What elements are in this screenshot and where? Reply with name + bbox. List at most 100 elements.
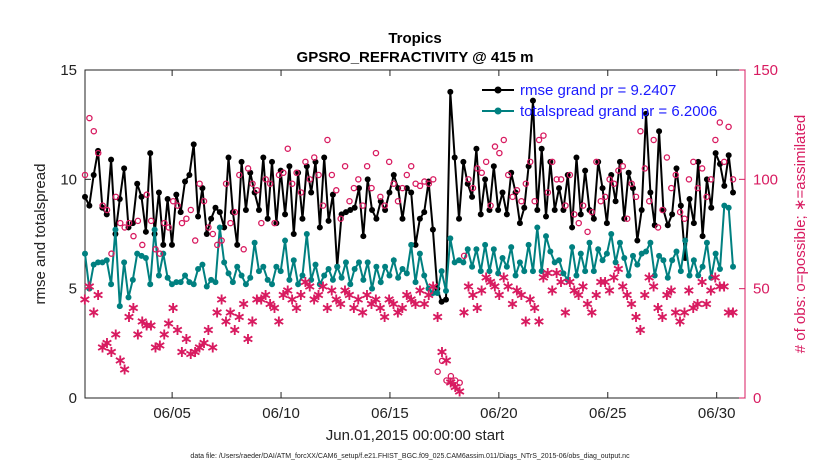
- assimilated-obs-point: ∗: [488, 278, 501, 295]
- data-point: [656, 128, 663, 135]
- data-point: [673, 165, 680, 172]
- data-point: [612, 259, 619, 266]
- data-point: [164, 196, 171, 203]
- legend-marker: [494, 107, 502, 115]
- assimilated-obs-point: ∗: [510, 283, 523, 300]
- data-point: [242, 281, 249, 288]
- possible-obs-point: [205, 224, 212, 231]
- assimilated-obs-point: ∗: [228, 322, 241, 339]
- assimilated-obs-point: ∗: [673, 313, 686, 330]
- data-point: [225, 154, 232, 161]
- possible-obs-point: [130, 232, 137, 240]
- data-point: [695, 158, 702, 165]
- data-point: [369, 206, 376, 213]
- assimilated-obs-point: ∗: [687, 300, 700, 317]
- possible-obs-point: [438, 357, 446, 365]
- data-point: [712, 150, 719, 157]
- data-point: [656, 252, 663, 259]
- assimilated-obs-point: ∗: [166, 300, 179, 317]
- possible-obs-point: [253, 187, 261, 194]
- data-point: [595, 246, 602, 253]
- possible-obs-point: [456, 379, 463, 386]
- possible-obs-point: [588, 208, 596, 216]
- possible-obs-point: [430, 176, 437, 183]
- assimilated-obs-point: ∗: [360, 287, 373, 304]
- assimilated-obs-point: ∗: [713, 278, 726, 295]
- data-point: [325, 217, 332, 224]
- assimilated-obs-point: ∗: [678, 305, 691, 322]
- data-point: [573, 154, 580, 161]
- data-point: [534, 206, 541, 213]
- data-point: [677, 202, 684, 209]
- possible-obs-point: [359, 202, 366, 209]
- data-point: [695, 272, 702, 279]
- possible-obs-point: [553, 176, 560, 183]
- assimilated-obs-point: ∗: [621, 287, 634, 304]
- data-point: [347, 281, 354, 288]
- data-point: [577, 250, 584, 257]
- assimilated-obs-point: ∗: [312, 287, 325, 304]
- assimilated-obs-point: ∗: [365, 296, 378, 313]
- possible-obs-point: [218, 237, 225, 244]
- assimilated-obs-point: ∗: [175, 344, 188, 361]
- possible-obs-point: [579, 202, 587, 209]
- assimilated-obs-point: ∗: [202, 322, 215, 339]
- assimilated-obs-point: ∗: [634, 322, 647, 339]
- possible-obs-point: [399, 184, 406, 192]
- assimilated-obs-point: ∗: [215, 291, 228, 308]
- assimilated-obs-point: ∗: [612, 261, 625, 278]
- assimilated-obs-point: ∗: [308, 291, 321, 308]
- data-point: [142, 228, 149, 235]
- assimilated-obs-point: ∗: [682, 283, 695, 300]
- possible-obs-point: [720, 158, 728, 166]
- data-point: [460, 158, 467, 165]
- data-point: [603, 250, 610, 257]
- possible-obs-point: [571, 211, 578, 218]
- data-point: [269, 158, 276, 165]
- data-point: [273, 263, 280, 270]
- data-point: [86, 202, 93, 209]
- data-point: [386, 272, 393, 279]
- y2-tick-label: 100: [753, 171, 778, 188]
- assimilated-obs-point: ∗: [625, 296, 638, 313]
- data-point: [360, 233, 367, 240]
- data-point: [621, 255, 628, 262]
- assimilated-obs-point: ∗: [241, 331, 254, 348]
- data-point: [299, 272, 306, 279]
- data-point: [629, 252, 636, 259]
- data-point: [586, 206, 593, 213]
- assimilated-obs-point: ∗: [462, 278, 475, 295]
- possible-obs-point: [134, 217, 142, 225]
- possible-obs-point: [557, 176, 565, 183]
- assimilated-obs-point: ∗: [92, 287, 105, 304]
- assimilated-obs-point: ∗: [607, 270, 620, 287]
- data-point: [612, 198, 619, 205]
- assimilated-obs-point: ∗: [656, 309, 669, 326]
- assimilated-obs-point: ∗: [484, 274, 497, 291]
- data-point: [682, 237, 689, 244]
- data-point: [403, 270, 410, 277]
- data-point: [321, 272, 328, 279]
- possible-obs-point: [491, 143, 499, 150]
- data-point: [260, 263, 267, 270]
- data-point: [521, 268, 528, 275]
- data-point: [125, 294, 132, 301]
- data-point: [716, 265, 723, 272]
- data-point: [316, 281, 323, 288]
- data-point: [534, 224, 541, 231]
- data-point: [416, 250, 423, 257]
- x-tick-label: 06/25: [589, 405, 627, 422]
- possible-obs-point: [394, 197, 402, 205]
- assimilated-obs-point: ∗: [233, 309, 246, 326]
- data-point: [108, 156, 115, 163]
- data-point: [669, 211, 676, 218]
- data-point: [521, 204, 528, 211]
- possible-obs-point: [698, 165, 706, 172]
- possible-obs-point: [716, 119, 724, 126]
- possible-obs-point: [271, 219, 278, 227]
- data-point: [238, 158, 245, 165]
- data-point: [225, 270, 232, 277]
- assimilated-obs-point: ∗: [550, 265, 563, 282]
- data-point: [290, 231, 297, 237]
- data-point: [177, 279, 184, 286]
